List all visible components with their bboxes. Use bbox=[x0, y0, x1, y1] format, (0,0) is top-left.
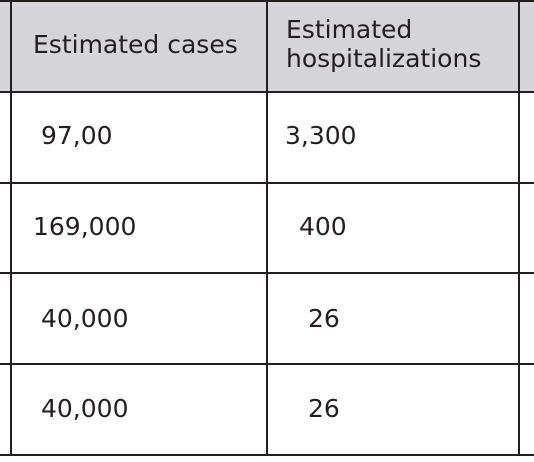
cell-hospitalizations: 3,300 bbox=[285, 121, 357, 150]
header-estimated-cases: Estimated cases bbox=[33, 30, 238, 59]
cell-hospitalizations: 26 bbox=[308, 394, 340, 423]
column-divider bbox=[266, 0, 268, 456]
header-estimated-hospitalizations: Estimated hospitalizations bbox=[286, 15, 482, 73]
cell-hospitalizations: 26 bbox=[308, 304, 340, 333]
column-divider bbox=[10, 0, 12, 456]
cell-hospitalizations: 400 bbox=[299, 212, 347, 241]
column-divider bbox=[518, 0, 520, 456]
cell-cases: 40,000 bbox=[41, 394, 129, 423]
cell-cases: 97,00 bbox=[41, 121, 113, 150]
cell-cases: 40,000 bbox=[41, 304, 129, 333]
cell-cases: 169,000 bbox=[33, 212, 137, 241]
